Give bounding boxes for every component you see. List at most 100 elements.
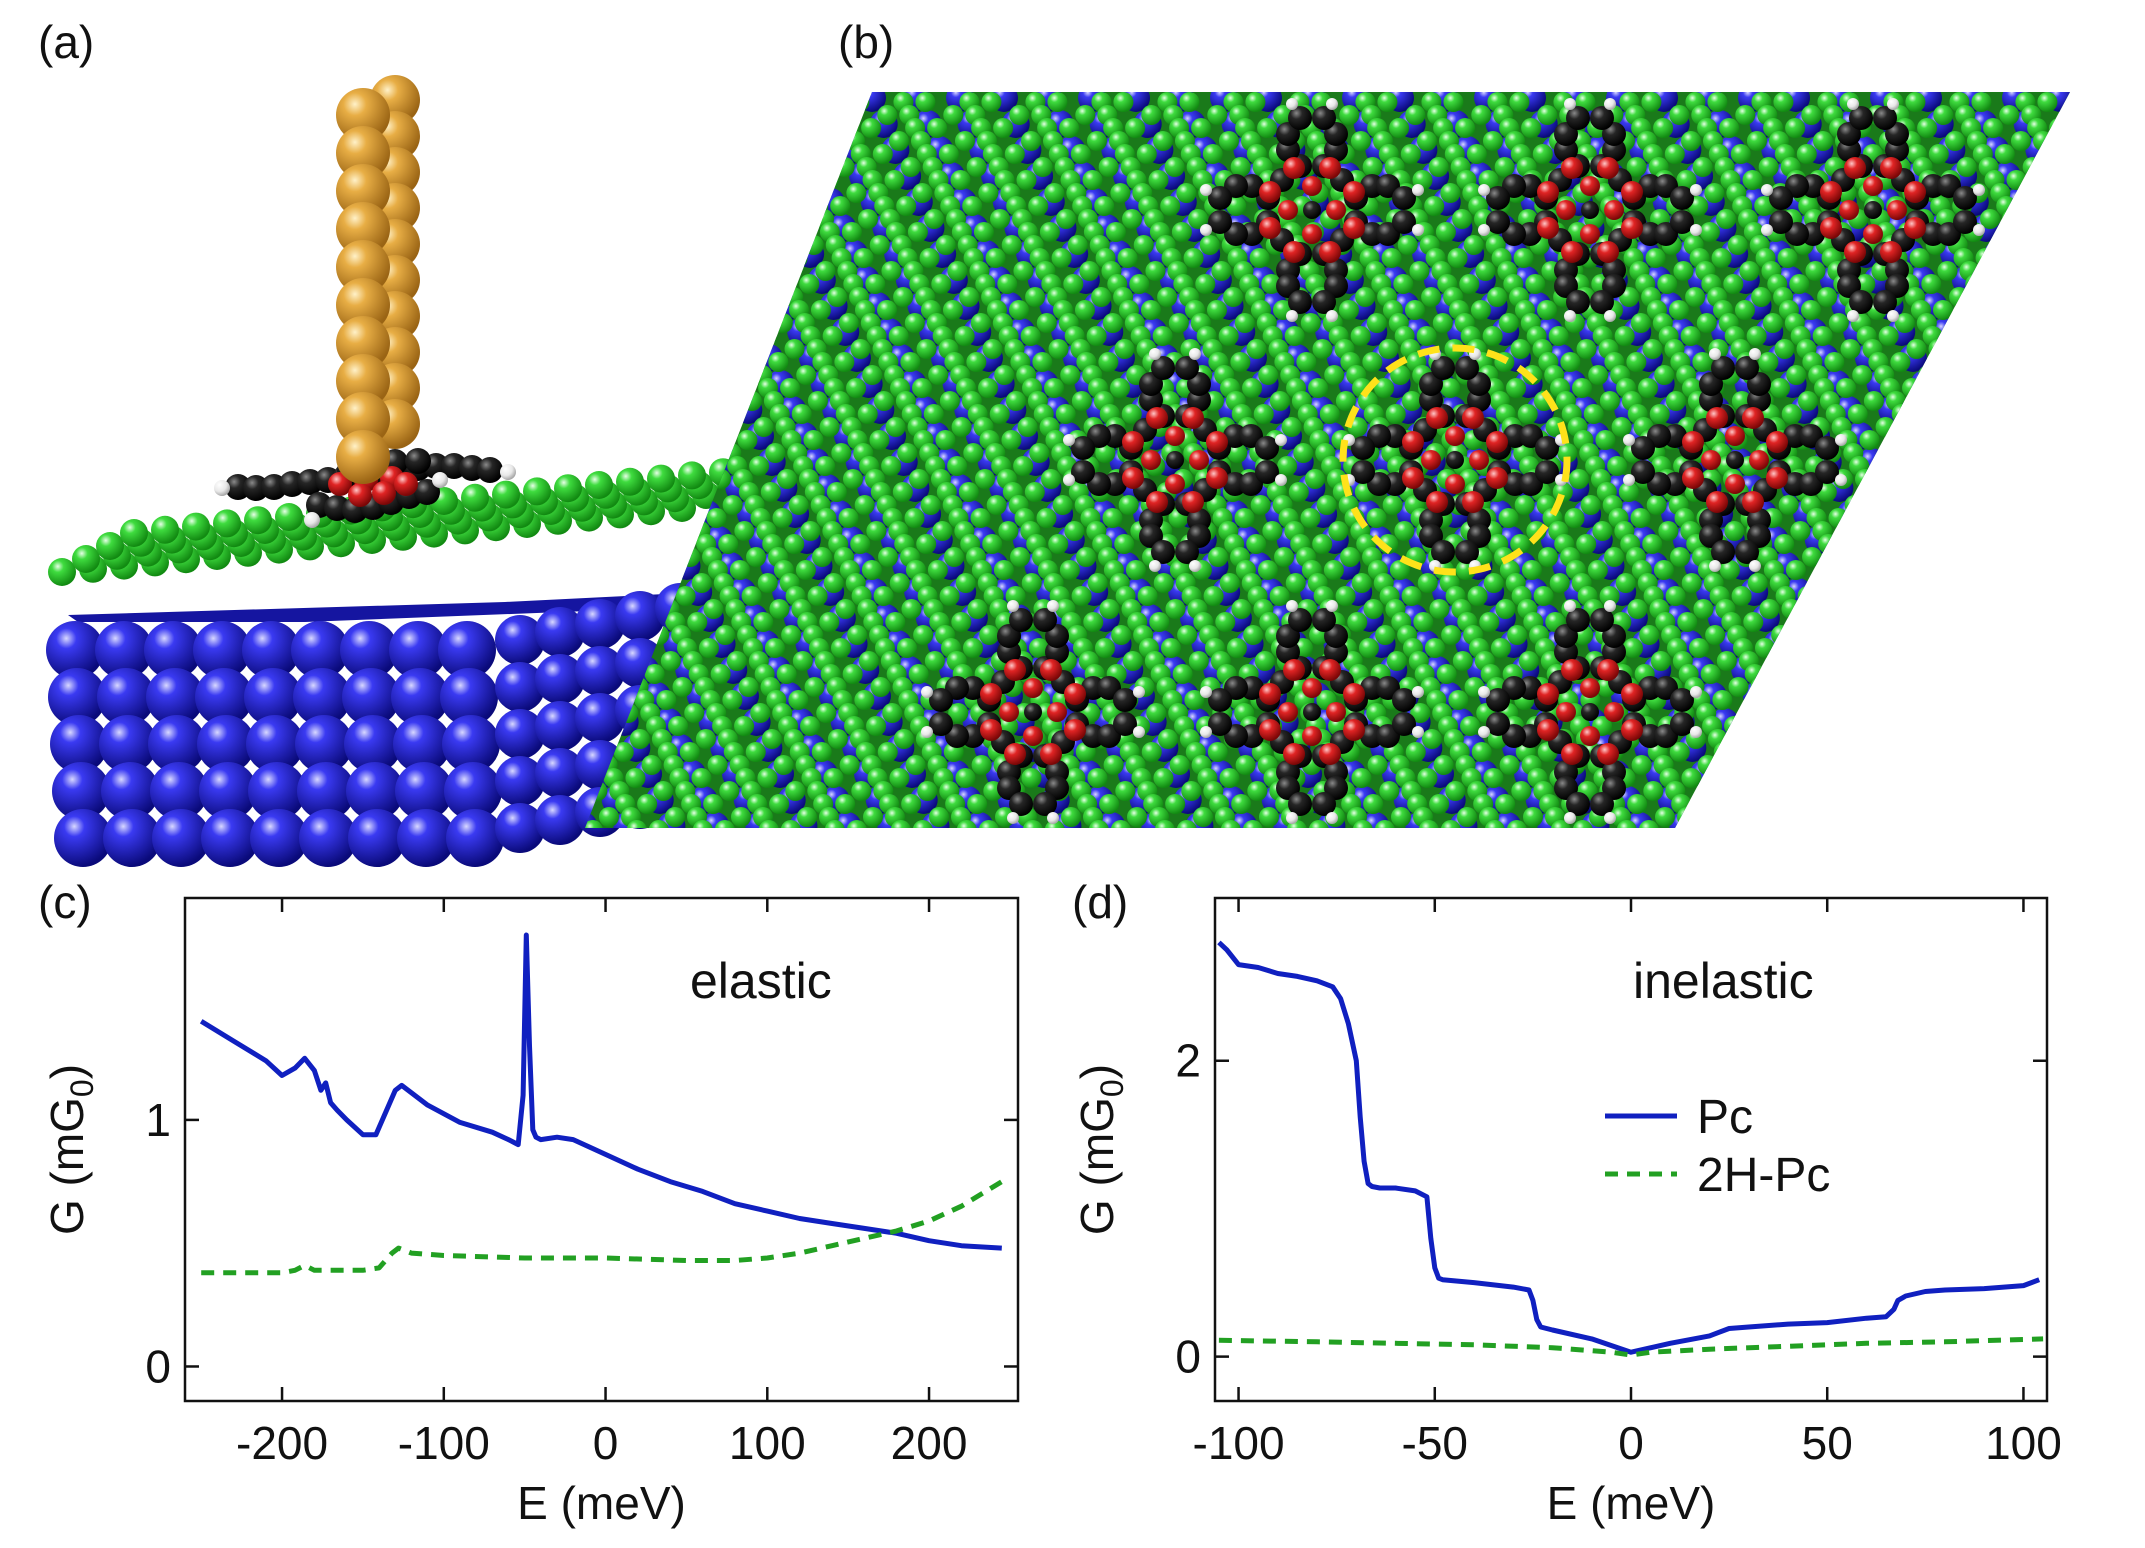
layer-atom-top xyxy=(885,612,906,632)
hydrogen-atom xyxy=(214,480,230,496)
layer-atom-top xyxy=(2015,729,2036,749)
layer-atom-top xyxy=(1641,92,1662,112)
layer-atom-top xyxy=(2091,261,2111,281)
layer-atom-top xyxy=(1484,820,1505,828)
layer-atom-top xyxy=(1580,495,1601,515)
layer-atom-top xyxy=(1836,378,1857,398)
carbon-atom xyxy=(1735,540,1759,564)
layer-atom-top xyxy=(1976,495,1997,515)
layer-atom-top xyxy=(1804,651,1825,671)
layer-atom-top xyxy=(1851,560,1872,580)
carbon-atom xyxy=(1711,540,1735,564)
substrate-atom-top xyxy=(1980,526,2009,554)
layer-atom-top xyxy=(1880,820,1901,828)
layer-atom-top xyxy=(2039,781,2060,801)
substrate-atom-top xyxy=(1922,396,1951,424)
layer-atom-top xyxy=(1055,404,1076,424)
layer-atom-top xyxy=(2057,625,2070,645)
layer-atom-top xyxy=(1094,196,1115,216)
substrate-atom-top xyxy=(1801,812,1830,828)
layer-atom-top xyxy=(2029,222,2050,242)
substrate-atom-top xyxy=(2116,240,2144,268)
layer-atom-top xyxy=(1705,625,1726,645)
layer-atom-top xyxy=(1532,144,1553,164)
oxygen-atom xyxy=(1206,431,1228,453)
layer-atom-top xyxy=(1247,781,1268,801)
layer-atom-top xyxy=(1828,703,1849,723)
layer-atom-top xyxy=(1312,339,1333,359)
substrate-atom xyxy=(250,809,308,867)
hydrogen-atom xyxy=(432,472,448,488)
layer-atom-top xyxy=(804,677,825,697)
layer-atom-top xyxy=(1930,638,1951,658)
layer-atom-top xyxy=(2049,560,2070,580)
substrate-atom-top xyxy=(2030,344,2059,372)
layer-atom-top xyxy=(1692,352,1713,372)
layer-atom-top xyxy=(2018,196,2039,216)
layer-atom-top xyxy=(1936,651,1957,671)
gold-atom-front xyxy=(336,354,390,408)
layer-atom-top xyxy=(978,820,999,828)
substrate-atom-top xyxy=(1493,812,1522,828)
layer-atom-top xyxy=(1445,781,1466,801)
layer-atom-top xyxy=(1812,131,1833,151)
layer-atom-top xyxy=(1362,157,1383,177)
layer-atom-top xyxy=(2064,495,2070,515)
layer-atom-top xyxy=(818,170,839,190)
layer-atom-top xyxy=(967,599,988,619)
layer-atom-top xyxy=(1649,404,1670,424)
layer-atom-top xyxy=(695,729,716,749)
layer-atom-top xyxy=(1964,664,1985,684)
layer-atom-top xyxy=(2101,430,2121,450)
layer-atom-top xyxy=(1825,599,1846,619)
layer-atom-top xyxy=(691,573,712,593)
layer-atom-top xyxy=(994,365,1015,385)
layer-atom-top xyxy=(1820,638,1841,658)
layer-atom-top xyxy=(2119,274,2139,294)
carbon-atom xyxy=(1288,792,1312,816)
substrate-atom-top xyxy=(722,370,751,398)
layer-atom-top xyxy=(1328,521,1349,541)
layer-atom-top xyxy=(1713,742,1734,762)
layer-atom-top xyxy=(2035,430,2056,450)
layer-atom-top xyxy=(1385,404,1406,424)
layer-atom-top xyxy=(769,794,790,814)
substrate-atom xyxy=(297,762,355,820)
layer-atom-top xyxy=(1841,781,1862,801)
layer-atom-top xyxy=(944,547,965,567)
layer-atom-top xyxy=(2051,612,2070,632)
layer-atom-top xyxy=(2075,664,2095,684)
carbon-atom xyxy=(1769,186,1793,210)
layer-atom-top xyxy=(1746,326,1767,346)
hydrogen-atom xyxy=(1133,726,1145,738)
hydrogen-atom xyxy=(1690,184,1702,196)
layer-atom-top xyxy=(1308,378,1329,398)
substrate-atom-top xyxy=(1962,682,1991,710)
layer-atom-top xyxy=(982,534,1003,554)
layer-atom-top xyxy=(1587,560,1608,580)
layer-atom-top xyxy=(1654,807,1675,827)
carbon-atom xyxy=(1208,688,1232,712)
layer-atom-top xyxy=(1067,235,1088,255)
carbon-atom xyxy=(1071,460,1095,484)
layer-atom-top xyxy=(1932,495,1953,515)
layer-atom-top xyxy=(792,651,813,671)
substrate-atom-side xyxy=(535,607,585,657)
layer-atom-top xyxy=(932,521,953,541)
oxygen-atom xyxy=(1023,726,1043,746)
pc-molecule xyxy=(1343,348,1567,572)
oxygen-atom xyxy=(1319,241,1341,263)
layer-atom-top xyxy=(1944,326,1965,346)
oxygen-atom xyxy=(1561,241,1583,263)
carbon-atom xyxy=(1590,106,1614,130)
oxygen-atom xyxy=(1259,683,1281,705)
oxygen-atom xyxy=(1426,407,1448,429)
layer-atom-top xyxy=(1937,261,1958,281)
layer-atom-top xyxy=(812,547,833,567)
layer-atom-top xyxy=(2113,456,2133,476)
substrate-atom-top xyxy=(1936,526,1965,554)
layer-atom-top xyxy=(942,300,963,320)
hydrogen-atom xyxy=(1690,726,1702,738)
oxygen-atom xyxy=(372,481,396,505)
layer-atom-top xyxy=(1957,794,1978,814)
